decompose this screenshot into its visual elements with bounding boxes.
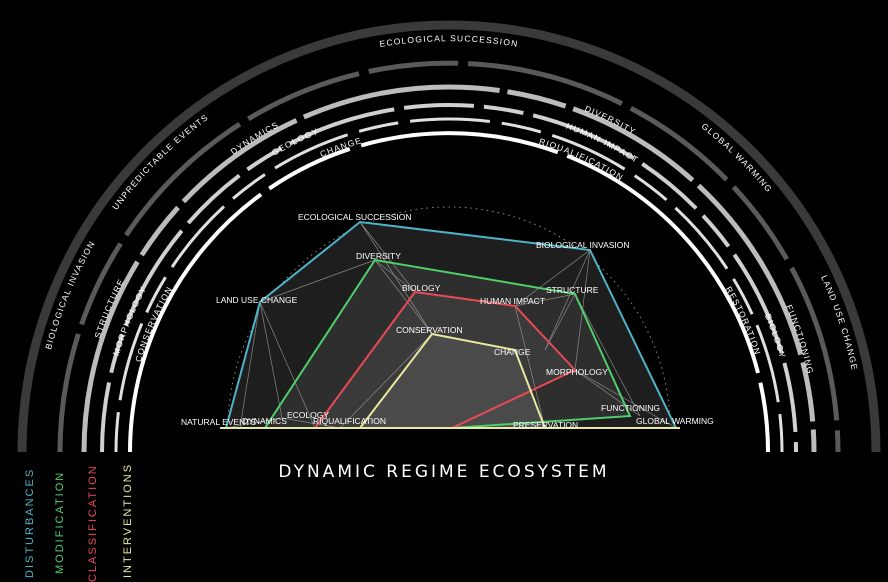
node-preservation: PRESERVATION	[513, 420, 578, 430]
inner-ring-white	[128, 131, 770, 453]
node-functioning: FUNCTIONING	[601, 403, 660, 413]
node-ecological-succession: ECOLOGICAL SUCCESSION	[298, 212, 412, 222]
node-conservation: CONSERVATION	[396, 325, 463, 335]
node-global-warming: GLOBAL WARMING	[636, 416, 714, 426]
node-dynamics: DYNAMICS	[242, 416, 287, 426]
node-change: CHANGE	[494, 347, 531, 357]
legend-interventions: INTERVENTIONS	[122, 462, 134, 578]
ring-label-ecological-succession: ECOLOGICAL SUCCESSION	[379, 33, 520, 49]
node-ecology: ECOLOGY	[287, 410, 329, 420]
diagram-title: DYNAMIC REGIME ECOSYSTEM	[278, 462, 610, 482]
legend-disturbances: DISTURBANCES	[24, 467, 36, 578]
node-land-use-change: LAND USE CHANGE	[216, 295, 298, 305]
node-biology: BIOLOGY	[402, 283, 441, 293]
node-structure: STRUCTURE	[546, 285, 599, 295]
dotted-guides	[227, 206, 671, 429]
node-riqualification: RIQUALIFICATION	[313, 416, 386, 426]
ring-label-unpredictable-events: UNPREDICTABLE EVENTS	[110, 112, 210, 212]
outer-ring-gray	[17, 20, 881, 453]
legend-modification: MODIFICATION	[54, 470, 66, 574]
node-biological-invasion: BIOLOGICAL INVASION	[536, 240, 630, 250]
middle-ring-light	[81, 84, 817, 453]
node-labels: ECOLOGICAL SUCCESSION BIOLOGICAL INVASIO…	[181, 212, 714, 430]
node-natural-events: NATURAL EVENTS	[181, 417, 256, 427]
disturbances-polygon	[225, 220, 677, 429]
legend-classification: CLASSIFICATION	[87, 464, 99, 582]
ring-label-change: CHANGE	[318, 135, 363, 159]
node-diversity: DIVERSITY	[356, 251, 401, 261]
node-morphology: MORPHOLOGY	[546, 367, 608, 377]
node-human-impact: HUMAN IMPACT	[480, 296, 545, 306]
